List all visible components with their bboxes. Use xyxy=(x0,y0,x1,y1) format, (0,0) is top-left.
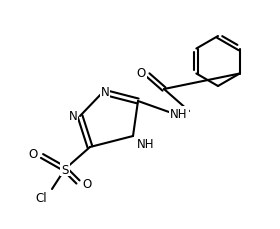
Text: O: O xyxy=(82,177,92,190)
Text: NH: NH xyxy=(170,107,188,120)
Text: O: O xyxy=(28,148,38,161)
Text: N: N xyxy=(69,110,77,123)
Text: S: S xyxy=(61,163,69,176)
Text: O: O xyxy=(136,66,146,79)
Text: Cl: Cl xyxy=(35,192,47,204)
Text: N: N xyxy=(101,85,109,98)
Text: NH: NH xyxy=(137,138,155,151)
